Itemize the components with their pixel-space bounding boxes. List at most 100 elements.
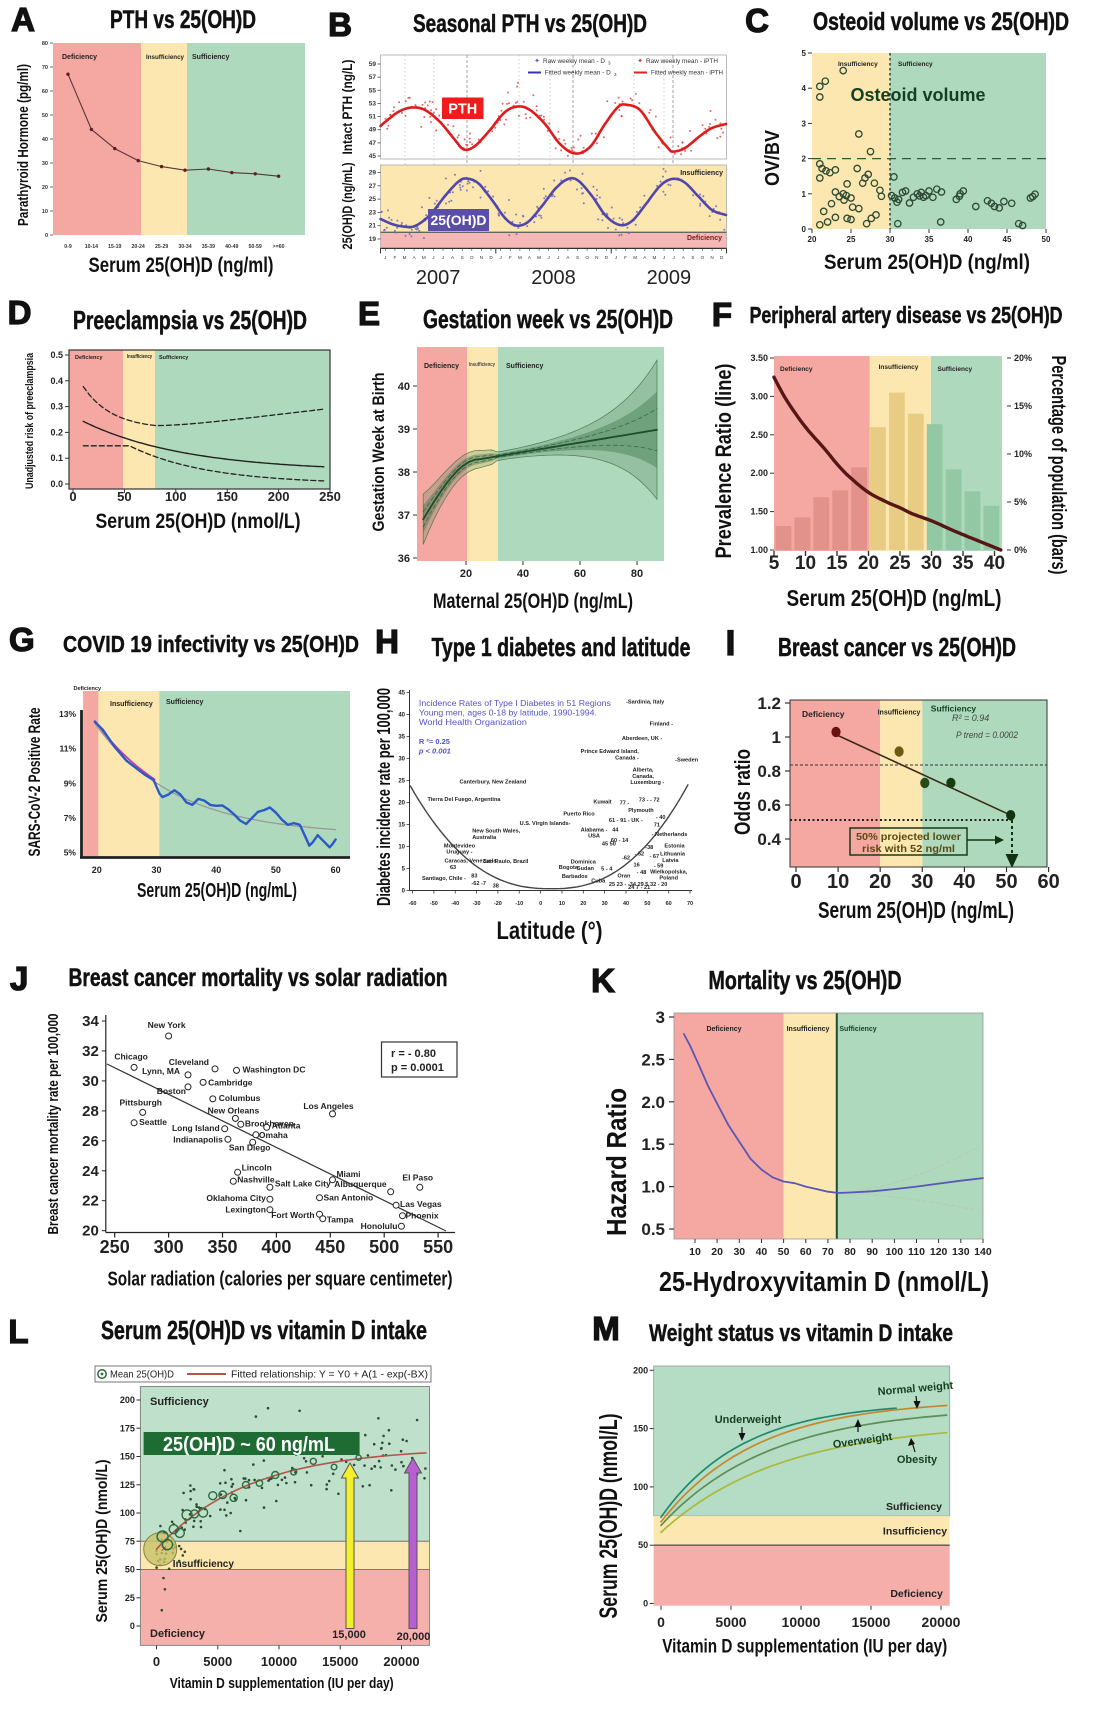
svg-text:20-24: 20-24: [132, 244, 145, 250]
svg-text:0-9: 0-9: [64, 244, 72, 250]
svg-text:30: 30: [42, 161, 48, 167]
svg-text:Serum 25(OH)D (ng/ml): Serum 25(OH)D (ng/ml): [89, 254, 274, 277]
svg-text:50: 50: [778, 1246, 790, 1258]
svg-text:100: 100: [886, 1246, 904, 1258]
svg-text:0.5: 0.5: [641, 1220, 665, 1239]
svg-text:San Diego: San Diego: [229, 1142, 271, 1152]
svg-text:60: 60: [666, 901, 672, 907]
svg-text:A: A: [528, 255, 532, 260]
svg-text:45: 45: [398, 691, 405, 697]
svg-text:A: A: [451, 255, 455, 260]
svg-text:13%: 13%: [59, 709, 76, 719]
svg-text:60: 60: [42, 89, 48, 95]
svg-text:OV/BV: OV/BV: [762, 129, 784, 186]
svg-text:51: 51: [369, 114, 377, 121]
svg-text:Canada,: Canada,: [632, 774, 654, 780]
svg-text:Fort Worth: Fort Worth: [271, 1210, 314, 1220]
svg-text:30: 30: [151, 865, 161, 875]
svg-text:Insufficiency: Insufficiency: [680, 170, 723, 177]
svg-text:5%: 5%: [1014, 497, 1027, 507]
svg-text:250: 250: [319, 489, 341, 504]
svg-text:Insufficiency: Insufficiency: [787, 1026, 830, 1033]
svg-text:Cuba: Cuba: [591, 879, 606, 885]
svg-text:- 59: - 59: [654, 864, 664, 870]
svg-text:PTH vs 25(OH)D: PTH vs 25(OH)D: [110, 6, 256, 34]
svg-text:2007: 2007: [416, 267, 461, 289]
svg-text:Insufficiency: Insufficiency: [110, 701, 153, 708]
svg-text:22: 22: [82, 1193, 99, 1210]
svg-text:J: J: [10, 960, 28, 997]
svg-text:Gestation Week at Birth: Gestation Week at Birth: [369, 373, 388, 532]
svg-text:550: 550: [423, 1237, 453, 1257]
svg-text:1.2: 1.2: [757, 694, 781, 713]
svg-text:20: 20: [92, 865, 102, 875]
svg-text:✦: ✦: [534, 57, 540, 65]
svg-text:50: 50: [644, 901, 650, 907]
svg-text:J: J: [384, 255, 386, 260]
svg-text:Mortality vs 25(OH)D: Mortality vs 25(OH)D: [709, 965, 902, 995]
svg-text:5: 5: [402, 867, 406, 873]
svg-text:7%: 7%: [64, 813, 77, 823]
svg-text:Deficiency: Deficiency: [150, 1628, 206, 1640]
svg-text:F: F: [712, 296, 732, 333]
svg-text:p < 0.001: p < 0.001: [418, 747, 451, 756]
svg-text:50-59: 50-59: [249, 244, 262, 250]
svg-text:Prevalence Ratio (line): Prevalence Ratio (line): [711, 364, 736, 559]
svg-text:Fitted weekly mean - iPTH: Fitted weekly mean - iPTH: [651, 71, 723, 77]
svg-text:Insufficiency: Insufficiency: [146, 54, 184, 61]
svg-text:19: 19: [369, 236, 377, 243]
svg-text:25(OH)D (ng/mL): 25(OH)D (ng/mL): [340, 163, 355, 250]
svg-text:130: 130: [952, 1246, 970, 1258]
svg-text:D: D: [489, 255, 493, 260]
svg-text:N: N: [595, 255, 598, 260]
svg-text:Sufficiency: Sufficiency: [159, 355, 189, 361]
svg-text:3: 3: [614, 72, 617, 77]
svg-text:F: F: [394, 255, 397, 260]
svg-text:Insufficiency: Insufficiency: [173, 1559, 235, 1570]
svg-text:125: 125: [120, 1480, 135, 1490]
svg-text:Serum 25(OH)D (ng/mL): Serum 25(OH)D (ng/mL): [137, 880, 297, 902]
svg-text:Parathyroid Hormone (pg/ml): Parathyroid Hormone (pg/ml): [15, 64, 32, 226]
svg-text:10: 10: [398, 845, 405, 851]
svg-text:0: 0: [402, 889, 406, 895]
svg-text:Columbus: Columbus: [219, 1093, 261, 1103]
svg-text:44: 44: [612, 828, 619, 834]
svg-text:3: 3: [608, 61, 611, 66]
svg-text:risk with 52 ng/ml: risk with 52 ng/ml: [862, 843, 955, 855]
svg-text:40: 40: [953, 871, 975, 893]
svg-text:Prince Edward Island,: Prince Edward Island,: [581, 749, 640, 755]
svg-text:0%: 0%: [1014, 545, 1027, 555]
svg-text:Sufficiency: Sufficiency: [898, 61, 933, 68]
svg-text:Diabetes incidence rate per 10: Diabetes incidence rate per 100,000: [374, 688, 394, 906]
svg-text:24: 24: [82, 1163, 99, 1180]
svg-text:Atlanta: Atlanta: [272, 1120, 301, 1130]
svg-text:M: M: [518, 255, 522, 260]
svg-text:J: J: [615, 255, 617, 260]
svg-text:Cleveland: Cleveland: [169, 1057, 209, 1067]
svg-text:110: 110: [908, 1246, 925, 1258]
svg-text:Sufficiency: Sufficiency: [931, 704, 977, 714]
svg-text:5: 5: [802, 49, 807, 58]
svg-text:100: 100: [165, 489, 187, 504]
svg-text:Poland: Poland: [659, 876, 678, 882]
svg-text:Raw weekly mean - iPTH: Raw weekly mean - iPTH: [646, 59, 718, 65]
svg-text:Serum 25(OH)D (nmol/L): Serum 25(OH)D (nmol/L): [96, 510, 301, 533]
svg-text:Osteoid volume: Osteoid volume: [850, 85, 985, 105]
svg-text:Lynn, MA: Lynn, MA: [142, 1066, 180, 1076]
svg-text:Alberta,: Alberta,: [633, 768, 654, 774]
svg-text:34: 34: [82, 1013, 99, 1030]
svg-text:Aberdeen, UK -: Aberdeen, UK -: [622, 736, 663, 742]
svg-text:20: 20: [580, 901, 586, 907]
svg-text:Honolulu: Honolulu: [361, 1221, 398, 1231]
svg-text:O: O: [701, 255, 705, 260]
svg-text:Sufficiency: Sufficiency: [938, 366, 973, 373]
svg-text:R² = 0.94: R² = 0.94: [952, 713, 989, 723]
svg-text:Unadjusted risk of preeclampsi: Unadjusted risk of preeclampsia: [24, 352, 36, 489]
svg-text:25: 25: [847, 235, 856, 244]
svg-text:25(OH)D: 25(OH)D: [430, 212, 486, 228]
svg-text:M: M: [422, 255, 426, 260]
svg-text:- 40: - 40: [656, 815, 666, 821]
svg-text:15: 15: [826, 553, 848, 574]
svg-text:40: 40: [517, 568, 529, 580]
svg-text:New Orleans: New Orleans: [208, 1105, 260, 1115]
